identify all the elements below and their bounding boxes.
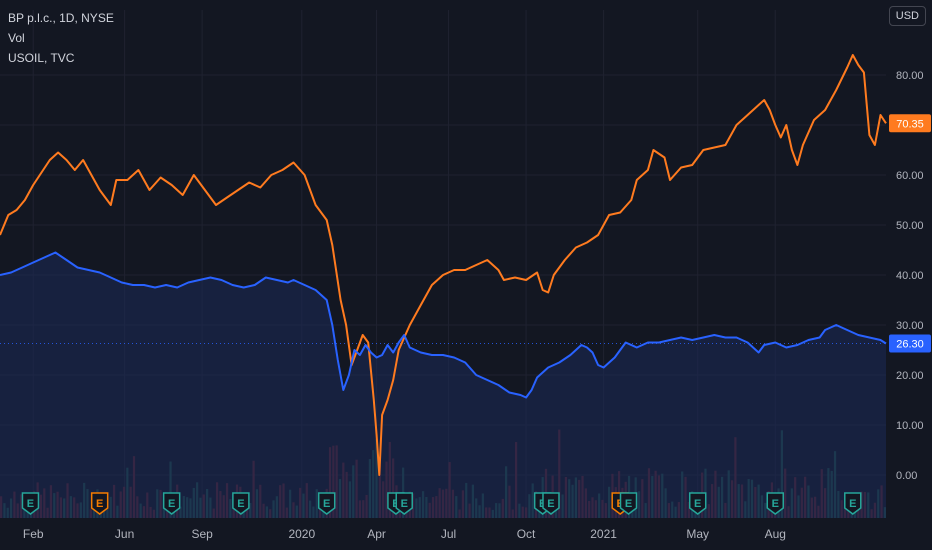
- x-tick-label: Jun: [115, 527, 134, 541]
- x-tick-label: Oct: [517, 527, 536, 541]
- usoil-last-value-badge-bg: [889, 114, 931, 133]
- earnings-marker-label: E: [401, 498, 408, 510]
- earnings-marker-label: E: [96, 498, 103, 510]
- earnings-marker-shape: [21, 492, 40, 515]
- earnings-marker-shape: [844, 492, 862, 515]
- x-tick-label: May: [686, 527, 709, 541]
- earnings-marker-icon: E: [688, 492, 707, 515]
- earnings-marker-shape: [542, 492, 560, 515]
- earnings-marker-icon: E: [232, 492, 250, 515]
- last-value-badges: 70.35 26.30: [889, 114, 931, 353]
- x-tick-label: 2020: [288, 527, 315, 541]
- earnings-marker-icon: E: [619, 492, 638, 515]
- bp-area-fill: [0, 252, 886, 518]
- bp-last-value-badge-bg: [889, 334, 931, 353]
- earnings-marker-shape: [766, 492, 784, 515]
- earnings-marker-shape: [395, 492, 413, 515]
- earnings-marker-icon: E: [766, 492, 784, 515]
- bp-last-value-badge-text: 26.30: [896, 339, 924, 351]
- earnings-marker-label: E: [625, 498, 632, 510]
- earnings-marker-shape: [619, 492, 638, 515]
- series-line-bp: [0, 251, 887, 399]
- earnings-marker-shape: [90, 492, 109, 515]
- y-tick-label: 40.00: [896, 270, 924, 282]
- symbol-title[interactable]: BP p.l.c., 1D, NYSE: [8, 11, 114, 25]
- compare-symbol-label[interactable]: USOIL, TVC: [8, 51, 75, 65]
- time-axis[interactable]: Feb Jun Sep 2020 Apr Jul Oct 2021 May Aug: [23, 527, 786, 541]
- earnings-marker-shape: [688, 492, 707, 515]
- series-line-usoil: [0, 54, 887, 476]
- earnings-marker-label: E: [694, 498, 701, 510]
- earnings-marker-label: E: [27, 498, 34, 510]
- earnings-marker-shape: [232, 492, 250, 515]
- earnings-marker-icon: E: [162, 492, 181, 515]
- y-tick-label: 0.00: [896, 470, 917, 482]
- earnings-marker-label: E: [547, 498, 554, 510]
- x-tick-label: 2021: [590, 527, 617, 541]
- earnings-marker-label: E: [168, 498, 175, 510]
- usoil-last-value-badge-text: 70.35: [896, 118, 924, 130]
- y-tick-label: 30.00: [896, 320, 924, 332]
- y-tick-label: 60.00: [896, 170, 924, 182]
- x-tick-label: Apr: [367, 527, 386, 541]
- earnings-markers[interactable]: EEEEEEEEEEEEEE: [21, 492, 862, 515]
- earnings-marker-icon: E: [90, 492, 109, 515]
- chart-legend: BP p.l.c., 1D, NYSE Vol USOIL, TVC: [8, 8, 114, 68]
- y-tick-label: 50.00: [896, 220, 924, 232]
- earnings-marker-shape: [162, 492, 181, 515]
- earnings-marker-icon: E: [844, 492, 862, 515]
- earnings-marker-icon: E: [395, 492, 413, 515]
- earnings-marker-icon: E: [542, 492, 560, 515]
- y-tick-label: 20.00: [896, 370, 924, 382]
- earnings-marker-shape: [317, 492, 336, 515]
- earnings-marker-label: E: [849, 498, 856, 510]
- earnings-marker-label: E: [237, 498, 244, 510]
- earnings-marker-icon: E: [317, 492, 336, 515]
- y-tick-label: 10.00: [896, 420, 924, 432]
- earnings-marker-icon: E: [21, 492, 40, 515]
- y-tick-label: 80.00: [896, 70, 924, 82]
- bp-last-value-badge: 26.30: [889, 334, 931, 353]
- x-tick-label: Jul: [441, 527, 456, 541]
- x-tick-label: Aug: [765, 527, 786, 541]
- series-lines: [0, 54, 887, 476]
- x-tick-label: Sep: [191, 527, 213, 541]
- x-tick-label: Feb: [23, 527, 44, 541]
- earnings-marker-label: E: [323, 498, 330, 510]
- earnings-marker-label: E: [772, 498, 779, 510]
- volume-indicator-label[interactable]: Vol: [8, 31, 25, 45]
- currency-button[interactable]: USD: [888, 6, 926, 26]
- bp-area: [0, 252, 886, 518]
- usoil-last-value-badge: 70.35: [889, 114, 931, 133]
